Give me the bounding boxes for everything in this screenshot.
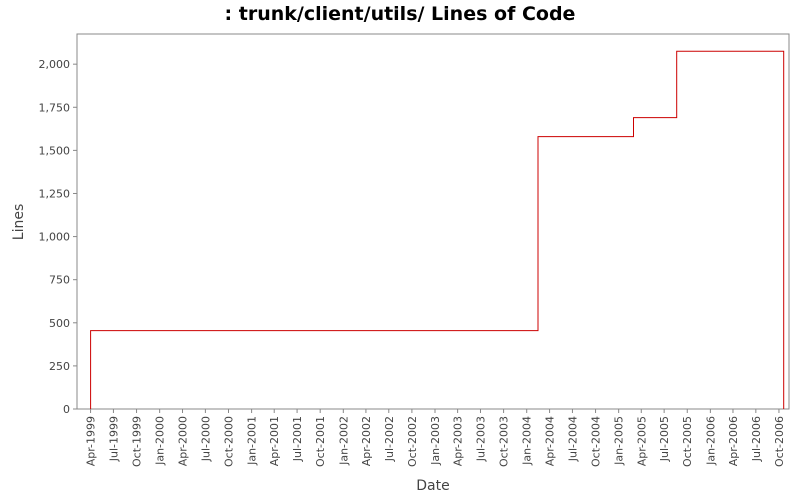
x-tick-label: Apr-2002 <box>360 416 373 466</box>
y-tick-label: 1,750 <box>39 101 71 114</box>
x-tick-label: Jul-2006 <box>750 416 763 462</box>
x-tick-label: Jan-2006 <box>704 416 717 466</box>
x-tick-label: Jan-2000 <box>154 416 167 466</box>
x-tick-label: Jul-2003 <box>474 416 487 462</box>
x-tick-label: Oct-2001 <box>314 416 327 467</box>
x-tick-label: Jul-2001 <box>291 416 304 462</box>
x-tick-label: Jan-2002 <box>337 416 350 466</box>
x-tick-label: Jul-2000 <box>199 416 212 462</box>
x-axis: Apr-1999 Jul-1999 Oct-1999 Jan-2000 Apr-2000… <box>85 409 786 467</box>
x-tick-label: Oct-2002 <box>406 416 419 467</box>
x-tick-label: Apr-2005 <box>635 416 648 466</box>
chart-title: : trunk/client/utils/ Lines of Code <box>225 3 576 25</box>
x-tick-label: Jul-2004 <box>566 416 579 462</box>
x-tick-label: Apr-2003 <box>452 416 465 466</box>
x-tick-label: Oct-2000 <box>222 416 235 467</box>
x-tick-label: Oct-2005 <box>681 416 694 467</box>
series-layer <box>90 50 785 409</box>
y-tick-label: 500 <box>49 317 70 330</box>
y-tick-label: 250 <box>49 360 70 373</box>
y-tick-label: 750 <box>49 274 70 287</box>
y-tick-label: 1,250 <box>39 187 71 200</box>
plot-area <box>76 33 790 410</box>
series-line <box>90 50 785 409</box>
x-tick-label: Oct-2004 <box>590 416 603 467</box>
x-tick-label: Apr-1999 <box>85 416 98 466</box>
y-axis: 0 250 500 750 1,000 1,250 1,500 1,750 2,000 <box>39 58 77 416</box>
x-tick-label: Jul-2005 <box>658 416 671 462</box>
y-tick-label: 2,000 <box>39 58 71 71</box>
x-tick-label: Apr-2000 <box>177 416 190 466</box>
y-tick-label: 1,500 <box>39 144 71 157</box>
x-tick-label: Jul-1999 <box>107 416 120 462</box>
x-tick-label: Jan-2005 <box>613 416 626 466</box>
x-tick-label: Jan-2001 <box>246 416 259 466</box>
x-tick-label: Jul-2002 <box>383 416 396 462</box>
x-tick-label: Apr-2001 <box>268 416 281 466</box>
x-axis-label: Date <box>416 478 449 494</box>
x-tick-label: Oct-2003 <box>498 416 511 467</box>
x-tick-label: Oct-2006 <box>773 416 786 467</box>
y-tick-label: 0 <box>63 403 70 416</box>
y-tick-label: 1,000 <box>39 231 71 244</box>
y-axis-label: Lines <box>11 204 27 240</box>
x-tick-label: Jan-2004 <box>521 416 534 466</box>
x-tick-label: Apr-2006 <box>727 416 740 466</box>
x-tick-label: Oct-1999 <box>131 416 144 467</box>
x-tick-label: Jan-2003 <box>429 416 442 466</box>
x-tick-label: Apr-2004 <box>544 416 557 466</box>
